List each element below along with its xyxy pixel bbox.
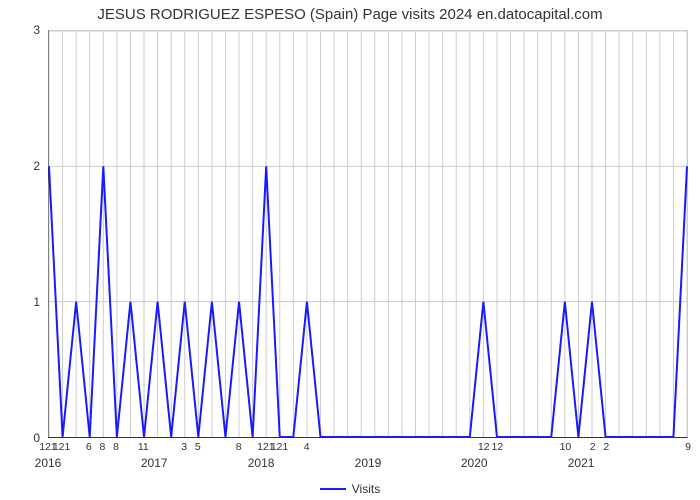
y-tick-label: 2 (0, 159, 40, 173)
x-tick-label: 2 (590, 441, 596, 453)
plot-area (48, 30, 688, 438)
x-year-label: 2017 (141, 456, 168, 470)
x-tick-label: 12 (492, 441, 504, 453)
x-tick-label: 2 (603, 441, 609, 453)
x-year-label: 2021 (568, 456, 595, 470)
x-tick-label: 121 (53, 441, 71, 453)
legend-line (320, 488, 346, 490)
legend-label: Visits (352, 482, 380, 496)
x-tick-label: 6 (86, 441, 92, 453)
x-tick-label: 8 (113, 441, 119, 453)
x-tick-label: 9 (685, 441, 691, 453)
y-tick-label: 0 (0, 431, 40, 445)
x-tick-label: 12 (478, 441, 490, 453)
y-tick-label: 3 (0, 23, 40, 37)
x-tick-label: 4 (304, 441, 310, 453)
x-year-label: 2019 (355, 456, 382, 470)
x-year-label: 2016 (35, 456, 62, 470)
y-tick-label: 1 (0, 295, 40, 309)
x-tick-label: 8 (100, 441, 106, 453)
line-svg (49, 31, 687, 437)
x-tick-label: 8 (236, 441, 242, 453)
chart-title: JESUS RODRIGUEZ ESPESO (Spain) Page visi… (0, 6, 700, 23)
chart-container: JESUS RODRIGUEZ ESPESO (Spain) Page visi… (0, 0, 700, 500)
x-tick-label: 10 (560, 441, 572, 453)
x-tick-label: 121 (271, 441, 289, 453)
x-tick-label: 5 (195, 441, 201, 453)
legend-item-visits: Visits (320, 482, 380, 496)
x-tick-label: 11 (138, 441, 149, 453)
x-year-label: 2018 (248, 456, 275, 470)
x-year-label: 2020 (461, 456, 488, 470)
x-tick-label: 3 (181, 441, 187, 453)
legend: Visits (0, 477, 700, 496)
